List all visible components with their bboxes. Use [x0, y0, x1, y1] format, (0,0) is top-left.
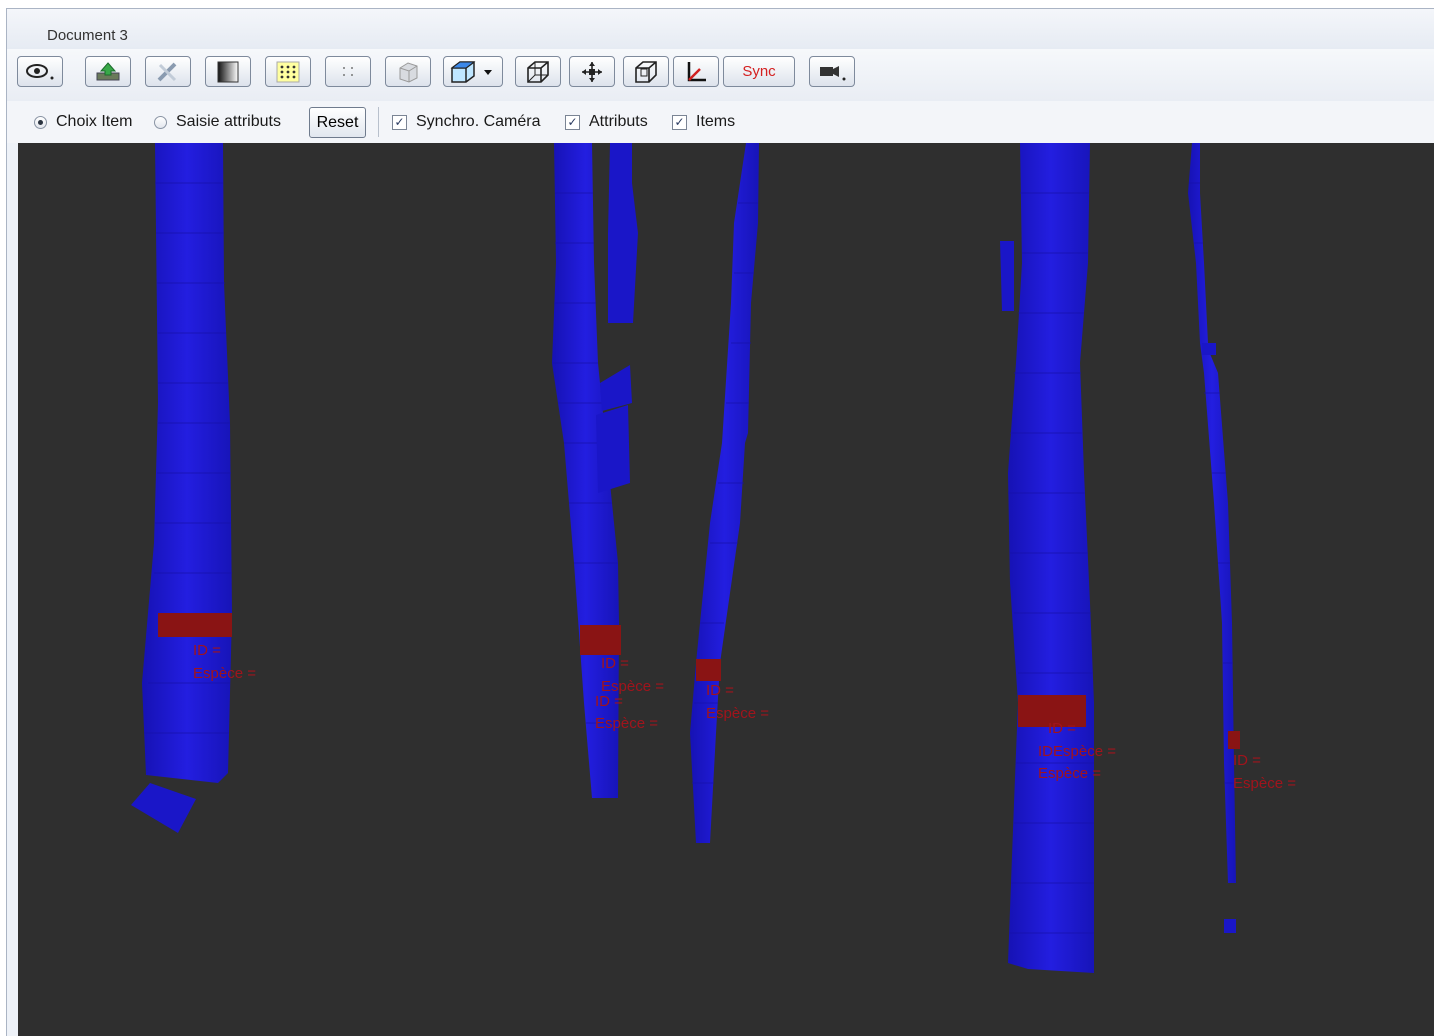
tools-button[interactable] — [145, 56, 191, 87]
attributs-checkbox[interactable]: ✓ Attributs — [565, 111, 648, 133]
tree-stem-3[interactable] — [690, 143, 759, 843]
document-window: Document 3 — [6, 8, 1434, 1036]
selected-segment[interactable] — [1228, 731, 1240, 749]
tree-label-espece: Espèce = — [1233, 775, 1296, 792]
tree-stem-1[interactable] — [131, 143, 232, 833]
items-label: Items — [696, 113, 736, 130]
tree-label-id: ID = — [601, 655, 629, 672]
radio-saisie-attributs[interactable]: Saisie attributs — [154, 111, 281, 133]
window-title: Document 3 — [47, 27, 128, 44]
selected-segment[interactable] — [580, 625, 621, 655]
cube-wire-icon — [525, 60, 551, 84]
selected-segment[interactable] — [696, 659, 721, 681]
radio-indicator-checked[interactable] — [34, 115, 47, 129]
grid-button[interactable] — [265, 56, 311, 87]
tree-label-espece: Espèce = — [706, 705, 769, 722]
radio-indicator[interactable] — [154, 115, 167, 129]
tree-label-id: ID = — [595, 693, 623, 710]
gradient-button[interactable] — [205, 56, 251, 87]
tree-label-id: ID = — [1048, 720, 1076, 737]
tools-icon — [155, 61, 181, 83]
selected-segment[interactable] — [158, 613, 232, 637]
tree-label-espece: Espèce = — [595, 715, 658, 732]
perspective-button[interactable] — [515, 56, 561, 87]
view-cube-menu-button[interactable] — [443, 56, 503, 87]
box-3d-button[interactable] — [385, 56, 431, 87]
cube-box-icon — [633, 60, 659, 84]
items-checkbox[interactable]: ✓ Items — [672, 111, 735, 133]
eye-menu-button[interactable] — [17, 56, 63, 87]
radio-choix-item[interactable]: Choix Item — [34, 111, 132, 133]
separator — [378, 107, 379, 137]
3d-viewport[interactable]: ID = Espèce = ID = Espèce = ID = Espèce … — [18, 143, 1434, 1036]
tree-stem-4[interactable] — [1000, 143, 1094, 973]
tree-label-espece: Espèce = — [601, 678, 664, 695]
cube-blue-icon — [448, 60, 498, 84]
tree-label-id: ID = — [193, 642, 221, 659]
gradient-icon — [217, 61, 239, 83]
radio-choix-item-label: Choix Item — [56, 113, 133, 130]
selected-segment[interactable] — [1018, 695, 1086, 727]
window-titlebar: Document 3 — [7, 9, 1434, 49]
radio-saisie-attributs-label: Saisie attributs — [176, 113, 281, 130]
reset-button[interactable]: Reset — [309, 107, 366, 138]
tree-label-espece: Espèce = — [1038, 765, 1101, 782]
attributs-label: Attributs — [589, 113, 648, 130]
tree-label-id: ID = — [706, 682, 734, 699]
checkbox-checked-icon[interactable]: ✓ — [392, 114, 407, 130]
toolbar: Sync — [7, 49, 1434, 102]
camera-menu-button[interactable] — [809, 56, 855, 87]
tree-stem-5[interactable] — [1188, 143, 1240, 933]
bounding-box-button[interactable] — [623, 56, 669, 87]
tree-stem-2[interactable] — [552, 143, 638, 798]
axes-icon — [684, 60, 708, 84]
export-icon — [93, 61, 123, 83]
camera-icon — [817, 61, 847, 83]
grid-icon — [276, 61, 300, 83]
points-icon — [336, 61, 360, 83]
export-button[interactable] — [85, 56, 131, 87]
synchro-camera-checkbox[interactable]: ✓ Synchro. Caméra — [392, 111, 541, 133]
eye-icon — [23, 62, 57, 82]
checkbox-checked-icon[interactable]: ✓ — [672, 114, 687, 130]
tree-label-espece: Espèce = — [193, 665, 256, 682]
checkbox-checked-icon[interactable]: ✓ — [565, 114, 580, 130]
axes-button[interactable] — [673, 56, 719, 87]
center-arrows-icon — [580, 60, 604, 84]
synchro-camera-label: Synchro. Caméra — [416, 113, 541, 130]
center-button[interactable] — [569, 56, 615, 87]
tree-label-espece: IDEspèce = — [1038, 743, 1116, 760]
cube-grey-icon — [395, 60, 421, 84]
sync-button[interactable]: Sync — [723, 56, 795, 87]
scene-canvas[interactable]: ID = Espèce = ID = Espèce = ID = Espèce … — [18, 143, 1434, 1036]
points-button[interactable] — [325, 56, 371, 87]
options-bar: Choix Item Saisie attributs Reset ✓ Sync… — [7, 101, 1434, 143]
tree-label-id: ID = — [1233, 752, 1261, 769]
sync-label: Sync — [742, 63, 776, 80]
